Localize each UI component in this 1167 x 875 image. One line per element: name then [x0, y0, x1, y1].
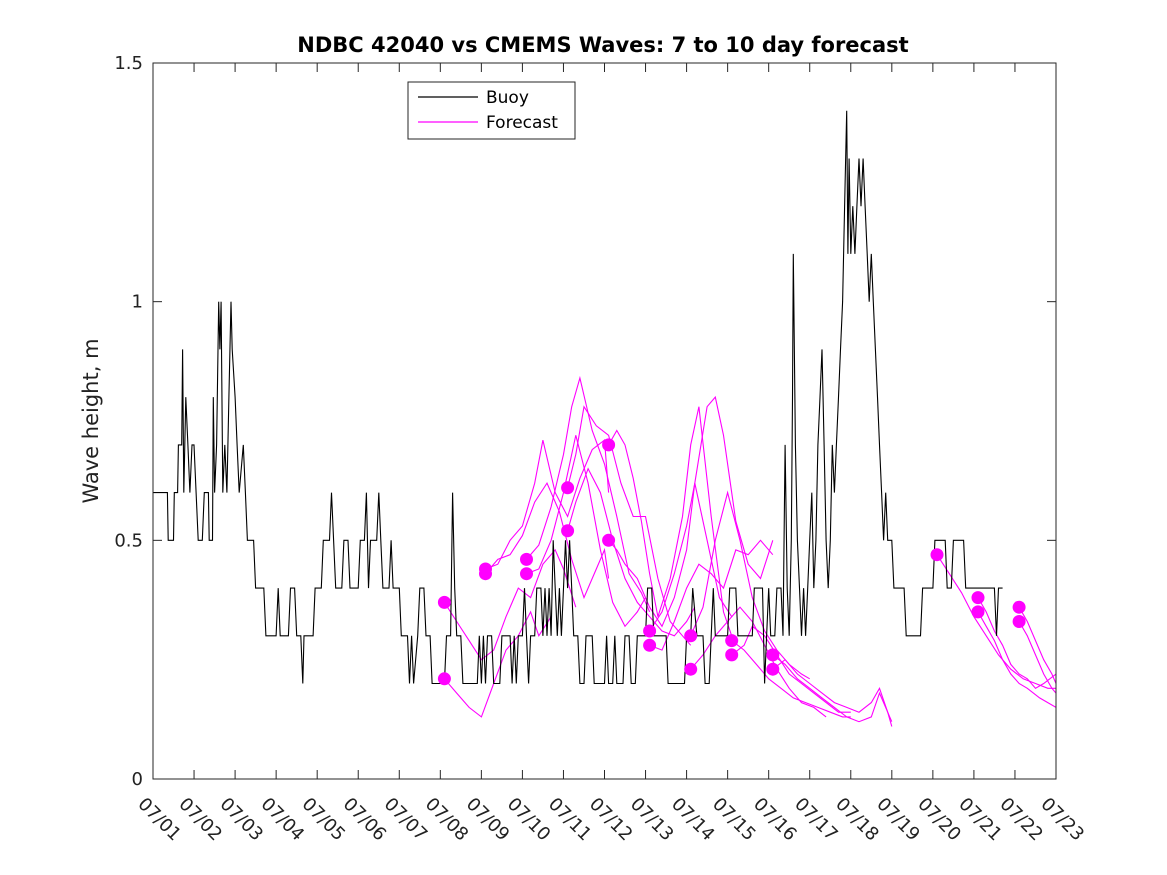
forecast-start-marker [643, 638, 657, 652]
forecast-line [936, 554, 1056, 689]
forecast-start-marker [725, 634, 739, 648]
forecast-start-marker [684, 662, 698, 676]
legend-buoy-label: Buoy [486, 88, 529, 108]
forecast-start-marker [437, 595, 451, 609]
forecast-start-marker [602, 438, 616, 452]
forecast-line [608, 482, 733, 628]
forecast-line [485, 439, 610, 570]
forecast-start-marker [602, 533, 616, 547]
forecast-start-marker [684, 629, 698, 643]
forecast-line [772, 654, 893, 727]
forecast-start-marker [520, 567, 533, 581]
forecast-line [567, 405, 692, 646]
forecast-start-marker [520, 552, 533, 566]
forecast-line [1018, 621, 1056, 694]
forecast-start-marker [561, 481, 575, 495]
forecast-line [608, 406, 733, 636]
forecast-start-marker [725, 648, 739, 662]
forecast-line [731, 625, 851, 713]
legend-box [407, 81, 576, 140]
forecast-line [526, 435, 646, 628]
forecast-line [649, 395, 774, 632]
y-tick-label: 1 [132, 292, 143, 313]
forecast-line [690, 490, 810, 680]
forecast-start-marker [766, 662, 780, 676]
forecast-start-marker [971, 591, 985, 605]
chart-title: NDBC 42040 vs CMEMS Waves: 7 to 10 day f… [297, 33, 908, 57]
forecast-line [772, 658, 893, 722]
forecast-line [567, 467, 696, 637]
forecast-line [977, 597, 1056, 690]
forecast-line [526, 375, 651, 613]
forecast-start-marker [643, 624, 657, 638]
forecast-line [977, 611, 1056, 708]
forecast-line [1018, 606, 1056, 684]
buoy-line [153, 110, 1003, 685]
forecast-start-marker [561, 524, 575, 538]
y-axis-label: Wave height, m [79, 338, 103, 503]
legend-forecast-label: Forecast [486, 113, 558, 133]
legend: Buoy Forecast [407, 81, 576, 140]
y-tick-label: 0 [132, 769, 143, 790]
y-tick-label: 1.5 [114, 53, 143, 74]
y-tick-label: 0.5 [114, 530, 143, 551]
forecast-start-marker [479, 567, 492, 581]
forecast-line [649, 539, 774, 651]
plot-area [153, 110, 1056, 727]
forecast-start-marker [971, 605, 985, 619]
forecast-line [731, 640, 851, 718]
forecast-line [443, 548, 577, 661]
forecast-start-marker [437, 672, 451, 686]
forecast-start-marker [1012, 615, 1026, 628]
forecast-start-marker [1012, 600, 1026, 614]
forecast-start-marker [930, 548, 944, 562]
forecast-start-marker [766, 648, 780, 662]
forecast-line [690, 606, 827, 718]
